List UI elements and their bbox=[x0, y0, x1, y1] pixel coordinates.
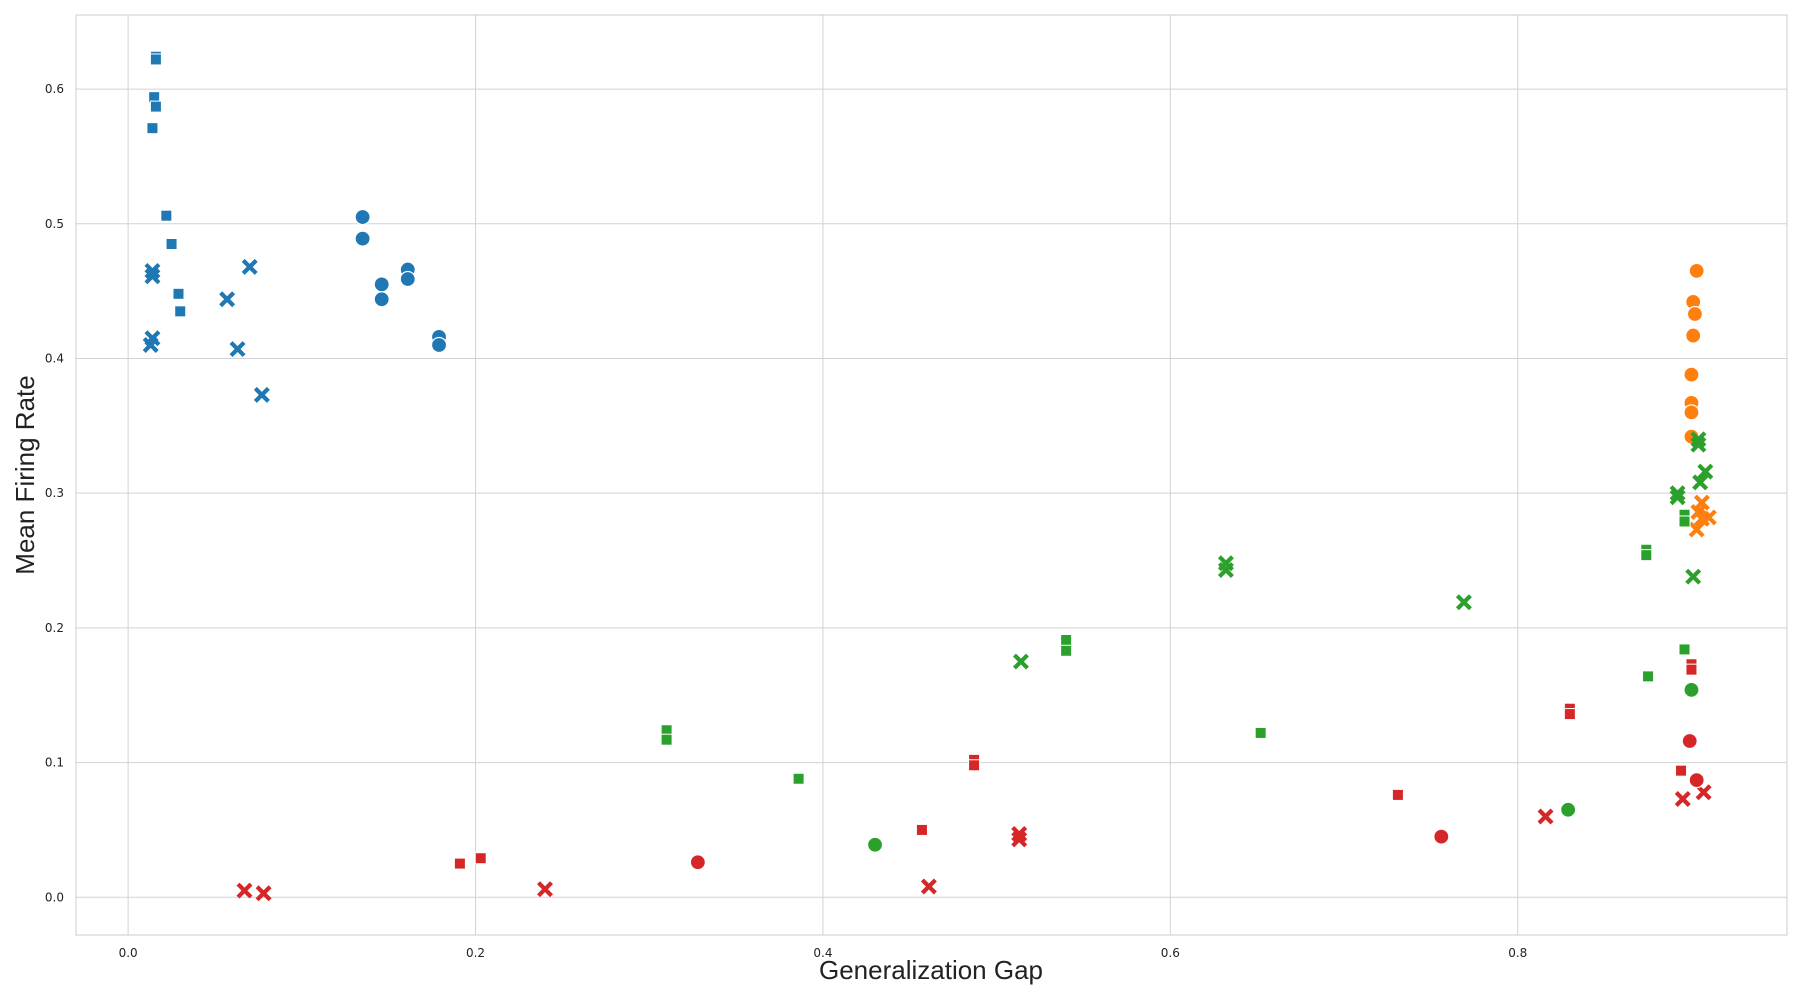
data-point-blue-square bbox=[172, 287, 185, 300]
data-point-red-x bbox=[1695, 784, 1712, 801]
data-point-blue-circle bbox=[373, 291, 390, 308]
y-tick-label: 0.6 bbox=[45, 82, 64, 96]
data-point-red-square bbox=[453, 857, 466, 870]
data-point-blue-x bbox=[142, 337, 159, 353]
data-point-blue-x bbox=[219, 291, 236, 308]
data-points bbox=[142, 50, 1717, 902]
data-point-green-x bbox=[1697, 463, 1714, 480]
data-point-blue-square bbox=[174, 305, 187, 318]
data-point-red-square bbox=[915, 823, 928, 836]
y-axis-label: Mean Firing Rate bbox=[10, 375, 40, 574]
data-point-blue-square bbox=[149, 53, 162, 66]
x-tick-label: 0.4 bbox=[813, 946, 832, 960]
data-point-blue-x bbox=[229, 341, 246, 358]
data-point-green-square bbox=[1642, 670, 1655, 683]
data-point-red-x bbox=[1537, 808, 1554, 825]
data-point-orange-circle bbox=[1683, 366, 1700, 383]
data-point-orange-circle bbox=[1686, 305, 1704, 323]
data-point-green-x bbox=[1690, 436, 1707, 453]
data-point-green-circle bbox=[1560, 801, 1577, 818]
data-point-blue-circle bbox=[430, 336, 448, 354]
data-point-red-x bbox=[1011, 825, 1028, 842]
x-axis-label: Generalization Gap bbox=[819, 955, 1043, 985]
y-tick-label: 0.4 bbox=[45, 351, 64, 365]
data-point-red-square bbox=[968, 759, 981, 772]
data-point-green-x bbox=[1669, 485, 1686, 502]
data-point-green-square bbox=[792, 772, 805, 785]
y-tick-label: 0.0 bbox=[45, 890, 64, 904]
data-point-red-x bbox=[537, 881, 553, 898]
data-point-orange-circle bbox=[1685, 327, 1702, 344]
data-point-red-x bbox=[255, 885, 272, 902]
data-point-green-square bbox=[1678, 515, 1691, 528]
data-point-green-square bbox=[1060, 634, 1073, 647]
data-point-green-x bbox=[1217, 561, 1234, 578]
data-point-red-square bbox=[1563, 708, 1576, 721]
data-point-orange-x bbox=[1693, 510, 1710, 527]
data-point-blue-circle bbox=[354, 208, 371, 226]
data-point-red-x bbox=[1674, 790, 1691, 807]
x-tick-label: 0.0 bbox=[119, 946, 138, 960]
data-point-green-square bbox=[1254, 726, 1267, 739]
data-point-red-circle bbox=[1688, 771, 1705, 789]
data-point-red-x bbox=[920, 878, 937, 895]
data-point-green-x bbox=[1669, 489, 1686, 506]
data-point-blue-square bbox=[146, 122, 159, 135]
data-point-red-circle bbox=[1681, 732, 1698, 750]
data-point-red-x bbox=[236, 882, 253, 899]
data-point-blue-x bbox=[144, 268, 161, 285]
data-point-red-x bbox=[1011, 831, 1028, 848]
data-point-blue-circle bbox=[354, 230, 371, 247]
data-point-green-x bbox=[1455, 594, 1472, 611]
data-point-green-x bbox=[1685, 568, 1702, 585]
tick-labels: 0.0 0.2 0.4 0.6 0.8 0.0 0.1 0.2 0.3 0.4 0.5 0.6 bbox=[45, 82, 1527, 960]
data-point-green-x bbox=[1692, 474, 1709, 491]
data-point-green-square bbox=[1060, 644, 1073, 657]
data-point-blue-square bbox=[149, 100, 162, 113]
data-point-green-x bbox=[1012, 653, 1029, 670]
data-point-green-circle bbox=[1683, 681, 1700, 698]
data-point-red-circle bbox=[1433, 828, 1450, 845]
y-tick-label: 0.3 bbox=[45, 486, 64, 500]
data-point-blue-square bbox=[165, 237, 178, 250]
x-tick-label: 0.6 bbox=[1161, 946, 1180, 960]
plot-frame bbox=[75, 14, 1788, 936]
data-point-blue-square bbox=[160, 209, 173, 222]
data-point-blue-x bbox=[241, 258, 258, 275]
data-point-blue-circle bbox=[373, 276, 390, 293]
data-point-red-square bbox=[474, 852, 487, 865]
x-tick-label: 0.2 bbox=[466, 946, 485, 960]
data-point-green-x bbox=[1690, 431, 1707, 448]
y-tick-label: 0.1 bbox=[45, 756, 64, 770]
data-point-blue-x bbox=[253, 386, 270, 403]
data-point-red-circle bbox=[689, 854, 706, 871]
data-point-orange-x bbox=[1688, 521, 1705, 538]
data-point-red-square bbox=[1391, 788, 1404, 801]
data-point-red-square bbox=[1675, 764, 1688, 777]
data-point-orange-circle bbox=[1688, 262, 1705, 280]
data-point-green-square bbox=[1678, 643, 1691, 656]
y-tick-label: 0.2 bbox=[45, 621, 64, 635]
data-point-green-circle bbox=[866, 836, 884, 853]
y-tick-label: 0.5 bbox=[45, 217, 64, 231]
data-point-orange-circle bbox=[1683, 404, 1700, 421]
x-tick-label: 0.8 bbox=[1508, 946, 1527, 960]
data-point-green-square bbox=[660, 733, 673, 746]
data-point-red-square bbox=[1685, 663, 1698, 676]
data-point-blue-circle bbox=[399, 270, 416, 288]
data-point-green-square bbox=[1640, 549, 1653, 562]
data-point-blue-x bbox=[144, 262, 161, 279]
